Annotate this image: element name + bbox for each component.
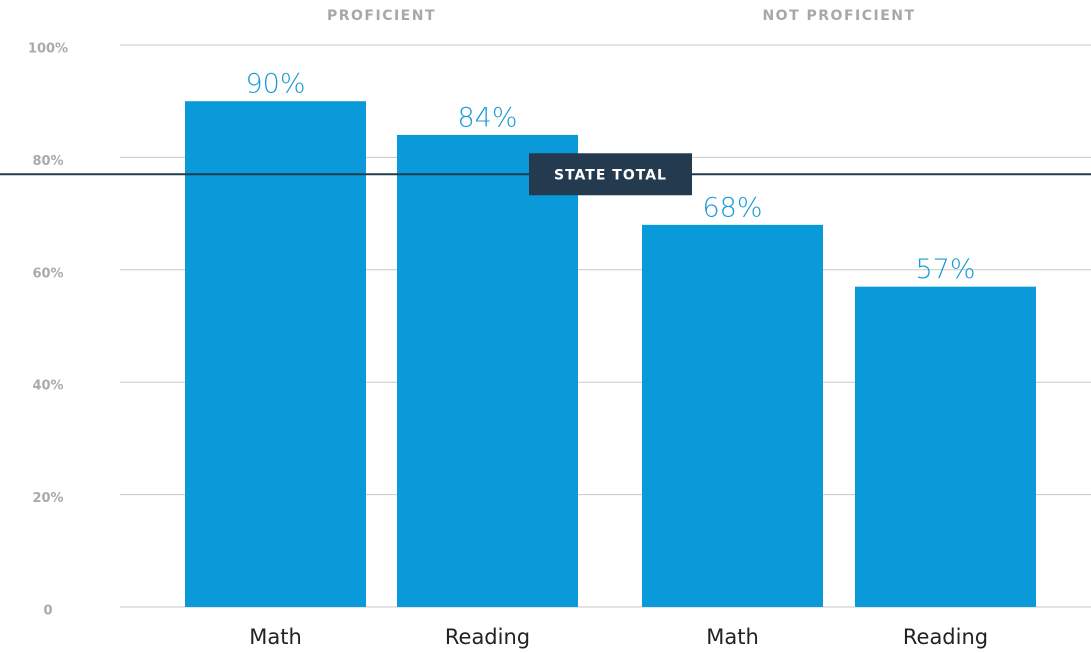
group-label: NOT PROFICIENT (762, 8, 915, 24)
reference-label-box (529, 153, 692, 196)
x-tick-label: Reading (445, 625, 530, 649)
reference-label: STATE TOTAL (554, 167, 667, 183)
x-tick-label: Reading (903, 625, 988, 649)
value-label: 57% (915, 254, 975, 285)
value-label: 84% (457, 102, 517, 133)
y-tick-label: 60% (32, 266, 63, 281)
y-tick-label: 80% (32, 154, 63, 169)
bar (642, 224, 823, 607)
group-label: PROFICIENT (327, 8, 436, 24)
bar (397, 134, 578, 608)
bar (185, 101, 366, 607)
x-tick-label: Math (249, 625, 302, 649)
y-tick-label: 100% (28, 42, 68, 57)
y-tick-label: 20% (32, 491, 63, 506)
y-tick-label: 40% (32, 379, 63, 394)
bar (855, 286, 1036, 607)
x-tick-label: Math (706, 625, 759, 649)
y-tick-label: 0 (43, 604, 52, 619)
value-label: 68% (702, 192, 762, 223)
value-label: 90% (245, 69, 305, 100)
